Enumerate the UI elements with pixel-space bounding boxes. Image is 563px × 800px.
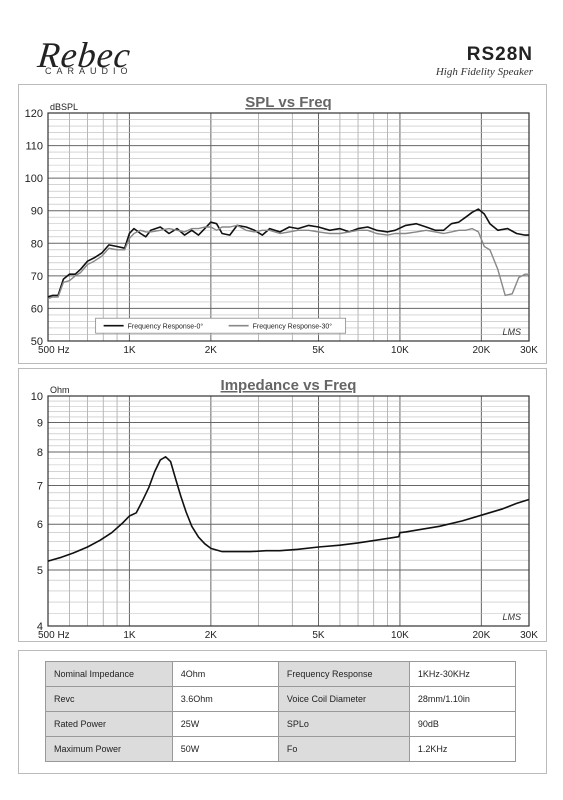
spec-label: Revc bbox=[45, 686, 173, 712]
y-tick-label: 9 bbox=[37, 417, 43, 429]
spec-row: Maximum Power 50W Fo 1.2KHz bbox=[45, 736, 517, 762]
y-axis-label: dBSPL bbox=[50, 102, 78, 112]
x-tick-label: 1K bbox=[123, 630, 136, 641]
impedance-chart-panel: Impedance vs Freq Ohm 4 5 6 7 8 9 10 500 Hz 1K 2K 5K… bbox=[18, 368, 547, 642]
y-tick-label: 120 bbox=[25, 108, 43, 120]
spec-table-panel: Nominal Impedance 4Ohm Frequency Response 1… bbox=[18, 650, 547, 774]
chart-title: SPL vs Freq bbox=[245, 94, 331, 111]
x-tick-label: 20K bbox=[472, 630, 490, 641]
spec-label: Voice Coil Diameter bbox=[277, 686, 410, 712]
x-tick-label: 500 Hz bbox=[38, 630, 70, 641]
y-tick-label: 7 bbox=[37, 481, 43, 493]
spec-value: 1.2KHz bbox=[408, 736, 517, 762]
spl-chart-panel: SPL vs Freq dBSPL 50 60 70 80 90 100 110 120 500 H… bbox=[18, 84, 547, 364]
legend-label: Frequency Response-0° bbox=[128, 323, 204, 331]
series-line-2 bbox=[47, 224, 529, 300]
plot-frame bbox=[47, 395, 530, 627]
spec-table: Nominal Impedance 4Ohm Frequency Response 1… bbox=[45, 661, 517, 762]
spl-chart: SPL vs Freq dBSPL 50 60 70 80 90 100 110 120 500 H… bbox=[25, 94, 539, 356]
y-tick-label: 110 bbox=[25, 141, 43, 153]
spec-row: Nominal Impedance 4Ohm Frequency Response 1… bbox=[45, 661, 517, 687]
watermark: LMS bbox=[502, 327, 521, 337]
impedance-chart: Impedance vs Freq Ohm 4 5 6 7 8 9 10 500 Hz 1K 2K 5K… bbox=[31, 377, 538, 641]
chart-title: Impedance vs Freq bbox=[221, 377, 357, 394]
y-tick-label: 70 bbox=[31, 271, 43, 283]
y-tick-label: 90 bbox=[31, 206, 43, 218]
y-tick-label: 100 bbox=[25, 173, 43, 185]
x-tick-label: 2K bbox=[205, 345, 218, 356]
y-tick-label: 6 bbox=[37, 519, 43, 531]
spec-value: 1KHz-30KHz bbox=[408, 661, 517, 687]
x-tick-label: 1K bbox=[123, 345, 136, 356]
spec-label: Maximum Power bbox=[45, 736, 173, 762]
x-tick-label: 10K bbox=[391, 630, 409, 641]
x-tick-label: 30K bbox=[520, 630, 538, 641]
legend-box bbox=[95, 317, 347, 334]
y-tick-label: 60 bbox=[31, 303, 43, 315]
x-tick-label: 500 Hz bbox=[38, 345, 70, 356]
plot-frame bbox=[47, 112, 530, 342]
x-tick-label: 2K bbox=[205, 630, 218, 641]
model-name: RS28N bbox=[466, 44, 533, 65]
y-tick-label: 4 bbox=[37, 621, 43, 633]
spec-label: SPLo bbox=[277, 711, 410, 737]
spec-row: Rated Power 25W SPLo 90dB bbox=[45, 711, 517, 737]
tagline: High Fidelity Speaker bbox=[435, 66, 533, 78]
y-tick-label: 5 bbox=[37, 565, 43, 577]
spec-value: 50W bbox=[171, 736, 279, 762]
spec-label: Frequency Response bbox=[277, 661, 410, 687]
y-tick-label: 10 bbox=[31, 391, 43, 403]
series-line-1 bbox=[47, 456, 530, 562]
brand-subtitle: CARAUDIO bbox=[45, 66, 133, 76]
y-tick-label: 8 bbox=[37, 447, 43, 459]
spec-label: Fo bbox=[277, 736, 410, 762]
spec-value: 25W bbox=[171, 711, 279, 737]
watermark: LMS bbox=[502, 612, 521, 622]
y-axis-label: Ohm bbox=[50, 385, 70, 395]
x-tick-label: 30K bbox=[520, 345, 538, 356]
y-tick-label: 80 bbox=[31, 238, 43, 250]
spec-value: 28mm/1.10in bbox=[408, 686, 517, 712]
spec-value: 3.6Ohm bbox=[171, 686, 279, 712]
legend-label: Frequency Response-30° bbox=[253, 323, 333, 331]
spec-label: Nominal Impedance bbox=[45, 661, 173, 687]
x-tick-label: 20K bbox=[472, 345, 490, 356]
spec-value: 4Ohm bbox=[171, 661, 279, 687]
spec-label: Rated Power bbox=[45, 711, 173, 737]
spec-value: 90dB bbox=[408, 711, 517, 737]
x-tick-label: 10K bbox=[391, 345, 409, 356]
series-line-1 bbox=[47, 208, 529, 298]
x-tick-label: 5K bbox=[312, 630, 325, 641]
spec-row: Revc 3.6Ohm Voice Coil Diameter 28mm/1.10in bbox=[45, 686, 517, 712]
y-tick-label: 50 bbox=[31, 336, 43, 348]
x-tick-label: 5K bbox=[312, 345, 325, 356]
